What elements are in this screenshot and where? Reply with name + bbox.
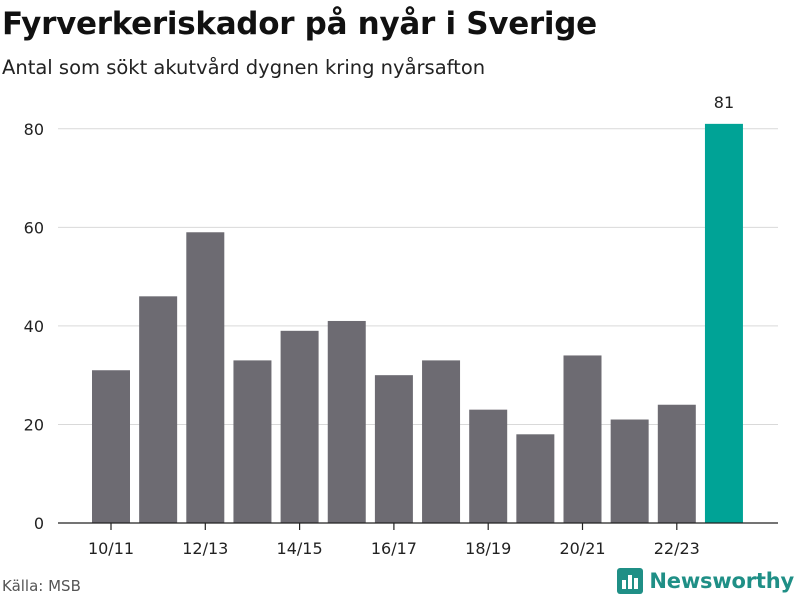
x-tick-label: 10/11 xyxy=(88,539,134,558)
bar xyxy=(280,330,319,523)
bar xyxy=(610,419,649,523)
bar xyxy=(374,375,413,523)
x-tick-label: 14/15 xyxy=(277,539,323,558)
bar-chart-logo-icon xyxy=(617,568,644,594)
y-tick-label: 80 xyxy=(24,120,44,139)
y-tick-label: 60 xyxy=(24,218,44,237)
x-tick-label: 22/23 xyxy=(654,539,700,558)
chart-subtitle: Antal som sökt akutvård dygnen kring nyå… xyxy=(2,56,486,79)
bar xyxy=(704,123,743,524)
x-tick-label: 16/17 xyxy=(371,539,417,558)
bar-value-label: 81 xyxy=(714,93,734,112)
y-tick-label: 40 xyxy=(24,317,44,336)
brand-logo: Newsworthy xyxy=(617,568,794,594)
bar xyxy=(233,360,272,523)
bar xyxy=(327,320,366,523)
bar xyxy=(422,360,461,523)
bar xyxy=(516,434,555,523)
bar xyxy=(657,404,696,523)
chart-title: Fyrverkeriskador på nyår i Sverige xyxy=(2,6,597,42)
brand-name: Newsworthy xyxy=(649,569,794,593)
source-note: Källa: MSB xyxy=(2,577,81,595)
bar xyxy=(563,355,602,523)
bar xyxy=(139,296,178,523)
x-tick-label: 12/13 xyxy=(182,539,228,558)
x-tick-label: 18/19 xyxy=(465,539,511,558)
bar xyxy=(92,370,130,523)
bar xyxy=(186,232,225,523)
x-tick-label: 20/21 xyxy=(559,539,605,558)
y-tick-label: 20 xyxy=(24,415,44,434)
bar xyxy=(469,409,508,523)
y-tick-label: 0 xyxy=(34,514,44,533)
